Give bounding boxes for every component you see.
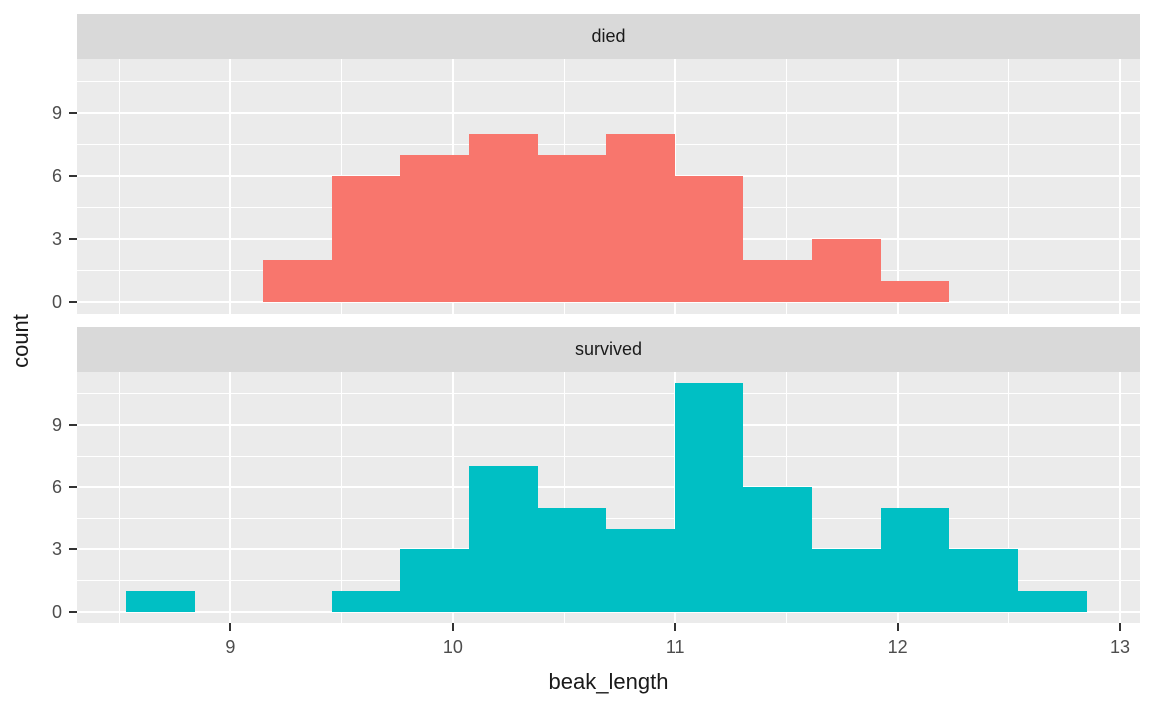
gridline-minor-vertical <box>785 59 787 314</box>
histogram-bar <box>537 154 607 303</box>
facet-strip-label: survived <box>574 339 643 359</box>
gridline-minor-vertical <box>341 372 343 623</box>
histogram-bar <box>880 507 950 612</box>
gridline-major-vertical <box>1118 59 1121 314</box>
gridline-minor-vertical <box>563 372 565 623</box>
facet-strip: died <box>77 14 1140 59</box>
gridline-major-vertical <box>896 372 899 623</box>
histogram-bar <box>263 260 332 303</box>
histogram-bar <box>674 175 744 303</box>
histogram-bar <box>400 549 470 612</box>
histogram-bar <box>812 239 881 303</box>
gridline-major-vertical <box>1118 372 1121 623</box>
histogram-bar <box>469 466 538 612</box>
histogram-bar <box>400 154 470 303</box>
histogram-bar <box>1018 590 1087 612</box>
y-axis-tick-mark <box>69 610 77 613</box>
x-axis-tick-mark <box>674 623 677 631</box>
gridline-minor-vertical <box>1008 372 1010 623</box>
x-axis-tick-mark <box>1118 623 1121 631</box>
histogram-bar <box>812 549 881 612</box>
gridline-minor-horizontal <box>77 455 1140 457</box>
x-axis-tick-label: 9 <box>225 637 236 657</box>
y-axis-tick-mark <box>69 301 77 304</box>
histogram-bar <box>125 590 195 612</box>
gridline-major-vertical <box>229 372 232 623</box>
y-axis-tick-mark <box>69 174 77 177</box>
gridline-major-vertical <box>229 59 232 314</box>
y-axis-tick-mark <box>69 111 77 114</box>
y-axis-tick-mark <box>69 238 77 241</box>
x-axis-tick-label: 12 <box>887 637 908 657</box>
gridline-major-horizontal <box>77 111 1140 114</box>
gridline-minor-vertical <box>118 372 120 623</box>
histogram-bar <box>606 133 675 303</box>
y-axis-tick-mark <box>69 423 77 426</box>
y-axis-tick-mark <box>69 548 77 551</box>
y-axis-tick-label: 9 <box>51 102 62 123</box>
histogram-bar <box>331 175 401 303</box>
histogram-bar <box>880 281 950 303</box>
y-axis-tick-label: 3 <box>51 539 62 560</box>
gridline-major-vertical <box>896 59 899 314</box>
gridline-major-horizontal <box>77 423 1140 426</box>
facet-strip: survived <box>77 327 1140 372</box>
y-axis-tick-mark <box>69 486 77 489</box>
gridline-major-horizontal <box>77 486 1140 489</box>
y-axis-title: count <box>8 314 33 368</box>
histogram-bar <box>743 260 813 303</box>
y-axis-tick-label: 0 <box>51 292 62 313</box>
y-axis-tick-label: 6 <box>51 165 62 186</box>
y-axis-tick-label: 0 <box>51 601 62 622</box>
x-axis-tick-mark <box>896 623 899 631</box>
histogram-bar <box>674 383 744 612</box>
histogram-bar <box>469 133 538 303</box>
facet-strip-label: died <box>591 26 626 46</box>
x-axis-title: beak_length <box>548 669 669 694</box>
facet-panel <box>77 59 1140 314</box>
histogram-bar <box>949 549 1019 612</box>
y-axis-tick-label: 6 <box>51 477 62 498</box>
histogram-bar <box>537 507 607 612</box>
gridline-minor-vertical <box>1008 59 1010 314</box>
x-axis-tick-mark <box>229 623 232 631</box>
gridline-major-horizontal <box>77 301 1140 304</box>
x-axis-tick-label: 11 <box>665 637 685 657</box>
x-axis-tick-label: 10 <box>442 637 463 657</box>
histogram-bar <box>743 487 813 612</box>
gridline-major-horizontal <box>77 610 1140 613</box>
y-axis-tick-label: 3 <box>51 229 62 250</box>
gridline-minor-horizontal <box>77 517 1140 519</box>
gridline-minor-horizontal <box>77 393 1140 395</box>
gridline-minor-horizontal <box>77 80 1140 82</box>
x-axis-tick-mark <box>451 623 454 631</box>
histogram-bar <box>606 528 675 612</box>
facet-panel <box>77 372 1140 623</box>
histogram-bar <box>331 590 401 612</box>
gridline-minor-vertical <box>118 59 120 314</box>
y-axis-tick-label: 9 <box>51 414 62 435</box>
gridline-major-vertical <box>451 372 454 623</box>
x-axis-tick-label: 13 <box>1109 637 1130 657</box>
